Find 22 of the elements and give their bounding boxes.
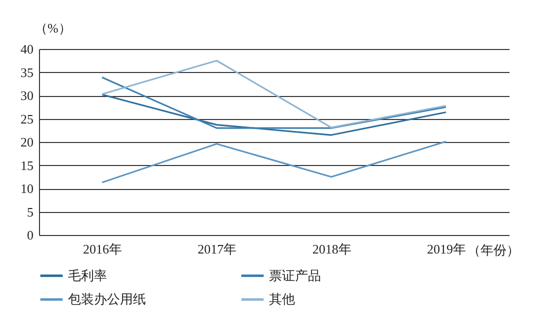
legend-label: 票证产品 — [269, 268, 321, 283]
legend-label: 毛利率 — [68, 268, 107, 283]
x-tick-label: 2019年 — [426, 242, 466, 256]
x-tick-label: 2018年 — [312, 242, 352, 256]
y-tick-label: 35 — [20, 64, 34, 80]
x-tick-label: 2016年 — [83, 242, 122, 256]
y-axis-title: （%） — [34, 20, 72, 36]
line-series — [101, 94, 447, 136]
y-tick-label: 0 — [27, 228, 34, 242]
y-tick-label: 10 — [20, 181, 34, 196]
y-tick-label: 5 — [27, 204, 34, 220]
y-tick-label: 15 — [20, 158, 34, 173]
line-series — [101, 60, 447, 128]
legend-label: 其他 — [269, 292, 295, 306]
y-tick-label: 30 — [20, 88, 34, 103]
y-tick-label: 25 — [20, 111, 34, 126]
y-tick-label: 20 — [20, 134, 34, 150]
x-axis-title: （年份） — [468, 242, 520, 258]
x-tick-label: 2017年 — [198, 242, 237, 256]
legend-label: 包装办公用纸 — [68, 292, 146, 306]
y-tick-label: 40 — [20, 42, 34, 56]
line-series — [101, 140, 447, 184]
